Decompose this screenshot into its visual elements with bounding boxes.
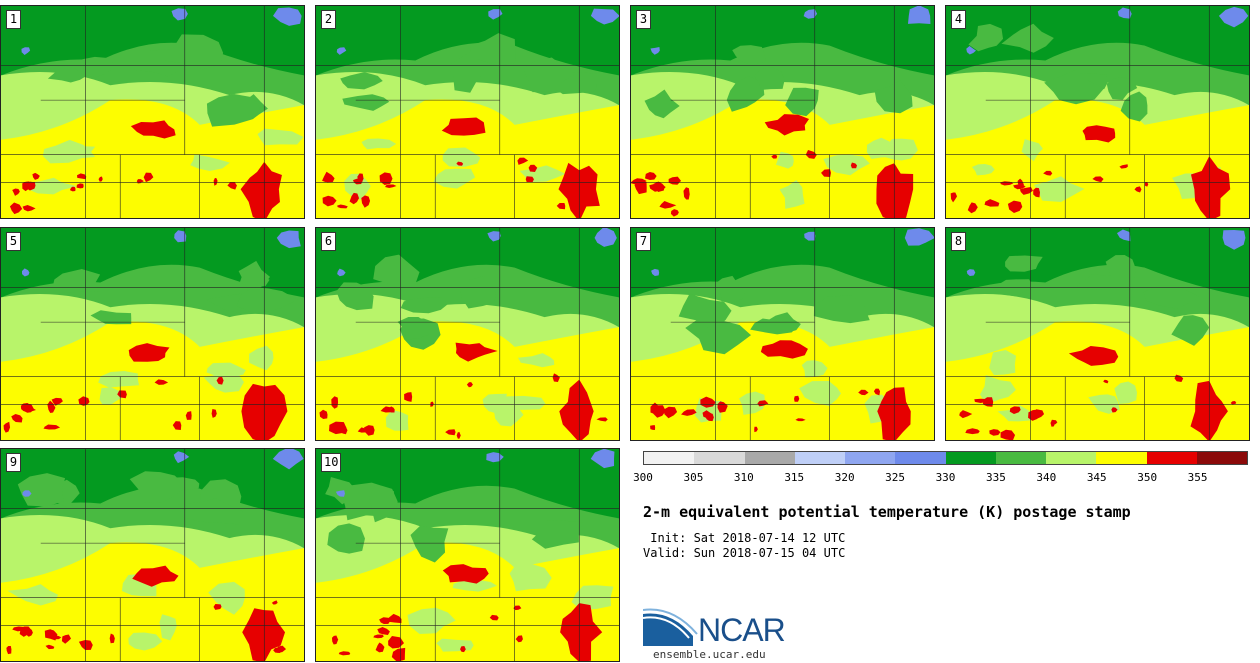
member-number-label: 2 [321,10,336,29]
colorbar-tick-320: 320 [834,471,855,484]
ncar-logo: NCAR [642,606,793,648]
postage-stamp-member-7: 7 [630,227,935,441]
figure-title: 2-m equivalent potential temperature (K)… [643,503,1131,521]
member-map [1,228,304,440]
init-time: Init: Sat 2018-07-14 12 UTC [643,531,846,545]
member-number-label: 1 [6,10,21,29]
postage-stamp-member-4: 4 [945,5,1250,219]
colorbar-tick-355: 355 [1187,471,1208,484]
colorbar-tick-330: 330 [935,471,956,484]
member-map [1,6,304,218]
member-number-label: 5 [6,232,21,251]
member-number-label: 9 [6,453,21,472]
member-map [316,6,619,218]
colorbar-tick-305: 305 [683,471,704,484]
colorbar-tick-335: 335 [985,471,1006,484]
colorbar-tick-300: 300 [633,471,653,484]
colorbar-tick-350: 350 [1137,471,1158,484]
colorbar-tick-315: 315 [784,471,805,484]
valid-time: Valid: Sun 2018-07-15 04 UTC [643,546,846,560]
colorbar-swatch-6 [945,452,996,464]
colorbar-swatch-8 [1046,452,1097,464]
member-map [946,6,1249,218]
member-number-label: 8 [951,232,966,251]
colorbar-swatch-0 [644,452,695,464]
member-number-label: 3 [636,10,651,29]
colorbar-tick-345: 345 [1086,471,1107,484]
member-number-label: 6 [321,232,336,251]
postage-stamp-member-2: 2 [315,5,620,219]
colorbar-swatch-4 [845,452,896,464]
member-map [946,228,1249,440]
colorbar-swatch-7 [995,452,1046,464]
member-map [316,449,619,661]
member-map [1,449,304,661]
postage-stamp-member-10: 10 [315,448,620,662]
member-map [631,6,934,218]
colorbar-swatch-10 [1146,452,1197,464]
member-map [316,228,619,440]
colorbar-swatch-2 [744,452,795,464]
member-number-label: 7 [636,232,651,251]
ncar-logo-text: NCAR [698,612,786,648]
colorbar-swatch-3 [794,452,845,464]
ncar-url: ensemble.ucar.edu [653,648,766,661]
colorbar-tick-325: 325 [885,471,906,484]
postage-stamp-member-3: 3 [630,5,935,219]
colorbar-tick-340: 340 [1036,471,1057,484]
colorbar-swatch-1 [694,452,745,464]
postage-stamp-member-1: 1 [0,5,305,219]
member-map [631,228,934,440]
ncar-logo-icon [642,608,698,646]
colorbar-swatch-5 [895,452,946,464]
colorbar [643,451,1248,465]
postage-stamp-member-6: 6 [315,227,620,441]
colorbar-tick-310: 310 [733,471,754,484]
postage-stamp-member-8: 8 [945,227,1250,441]
postage-stamp-member-9: 9 [0,448,305,662]
member-number-label: 4 [951,10,966,29]
postage-stamp-member-5: 5 [0,227,305,441]
colorbar-swatch-11 [1196,452,1247,464]
colorbar-swatch-9 [1096,452,1147,464]
member-number-label: 10 [321,453,342,472]
